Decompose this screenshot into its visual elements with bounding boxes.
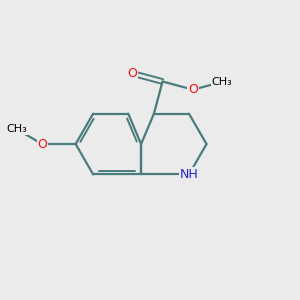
Text: O: O (38, 138, 47, 151)
Text: O: O (127, 67, 137, 80)
Text: CH₃: CH₃ (212, 77, 232, 87)
Text: CH₃: CH₃ (6, 124, 27, 134)
Text: O: O (188, 83, 198, 96)
Text: NH: NH (180, 168, 198, 181)
